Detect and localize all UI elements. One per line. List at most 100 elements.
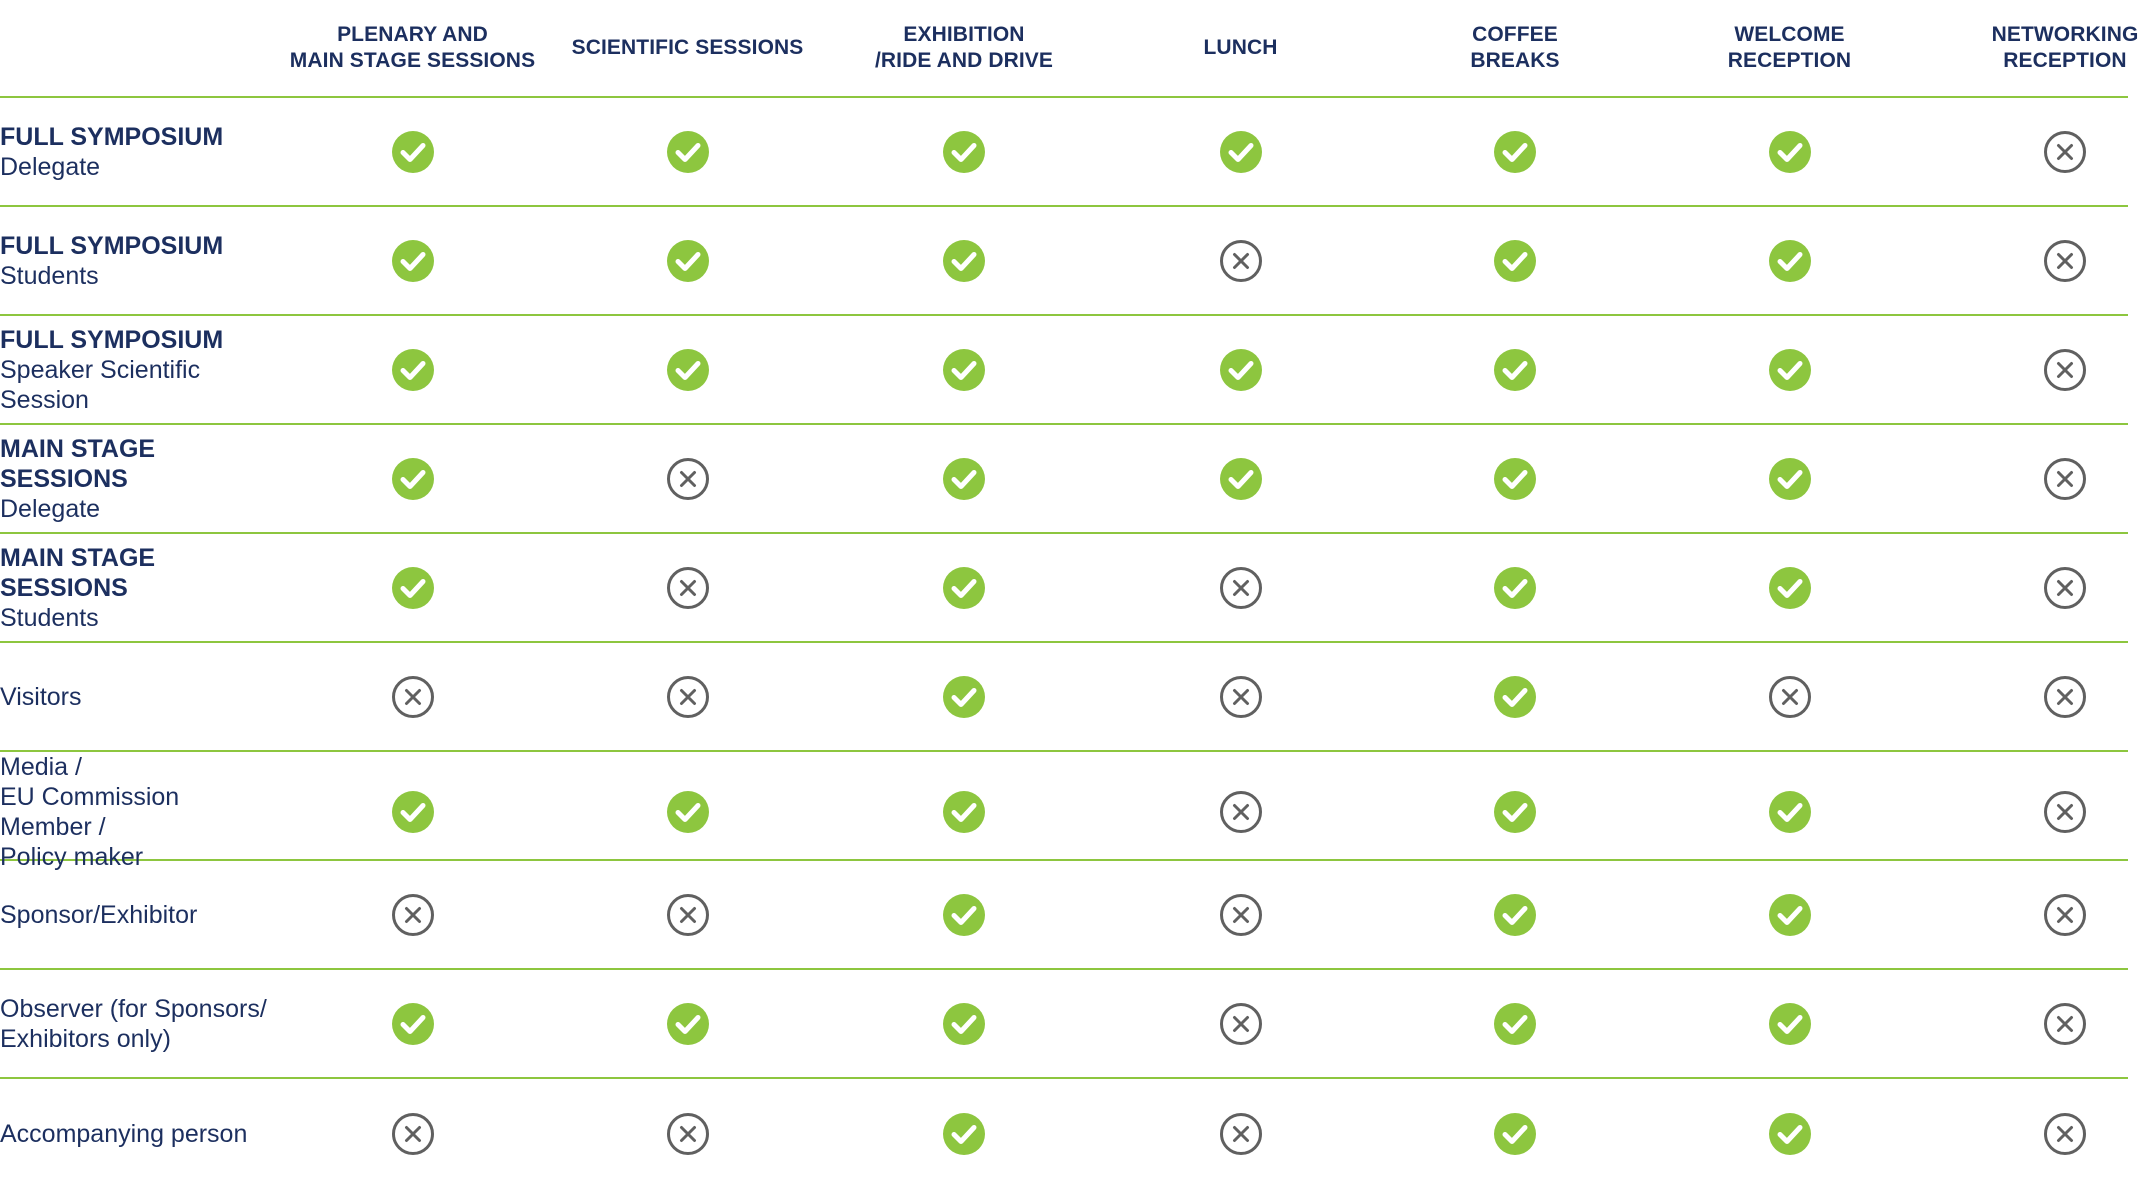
- check-circle-icon: [666, 130, 709, 173]
- check-circle-icon: [1494, 457, 1536, 500]
- x-circle-icon: [666, 1112, 709, 1155]
- access-excluded-cell: [1927, 1079, 2150, 1188]
- row-title: FULL SYMPOSIUM: [0, 231, 224, 260]
- row-subtitle: Accompanying person: [0, 1119, 248, 1148]
- header-row: PLENARY AND MAIN STAGE SESSIONS SCIENTIF…: [0, 0, 2138, 98]
- check-circle-icon: [1768, 239, 1811, 282]
- access-included-cell: [825, 425, 1103, 532]
- row-subtitle: Media / EU Commission Member / Policy ma…: [0, 753, 180, 871]
- access-included-cell: [550, 98, 825, 205]
- x-circle-icon: [391, 1112, 434, 1155]
- access-included-cell: [1378, 752, 1652, 872]
- access-included-cell: [825, 1079, 1103, 1188]
- access-excluded-cell: [1927, 207, 2150, 314]
- check-circle-icon: [1219, 348, 1262, 391]
- access-excluded-cell: [1927, 98, 2150, 205]
- access-included-cell: [1378, 425, 1652, 532]
- check-circle-icon: [1494, 893, 1536, 936]
- access-excluded-cell: [1103, 861, 1378, 968]
- access-excluded-cell: [1103, 643, 1378, 750]
- table-row: MAIN STAGE SESSIONS Delegate: [0, 425, 2128, 534]
- table-row: FULL SYMPOSIUM Delegate: [0, 98, 2128, 207]
- column-header: WELCOME RECEPTION: [1727, 23, 1852, 72]
- access-excluded-cell: [550, 534, 825, 641]
- access-included-cell: [1652, 752, 1927, 872]
- access-included-cell: [825, 861, 1103, 968]
- row-title: MAIN STAGE SESSIONS: [0, 434, 156, 493]
- access-excluded-cell: [1927, 316, 2150, 423]
- x-circle-icon: [391, 893, 434, 936]
- row-subtitle: Delegate: [0, 494, 101, 523]
- x-circle-icon: [2044, 675, 2086, 718]
- table-row: Sponsor/Exhibitor: [0, 861, 2128, 970]
- access-included-cell: [1652, 1079, 1927, 1188]
- access-excluded-cell: [1927, 861, 2150, 968]
- check-circle-icon: [1494, 348, 1536, 391]
- x-circle-icon: [1219, 1002, 1262, 1045]
- x-circle-icon: [1768, 675, 1811, 718]
- table-row: FULL SYMPOSIUM Speaker Scientific Session: [0, 316, 2128, 425]
- x-circle-icon: [1219, 1112, 1262, 1155]
- access-included-cell: [825, 970, 1103, 1077]
- x-circle-icon: [1219, 566, 1262, 609]
- access-included-cell: [825, 752, 1103, 872]
- access-included-cell: [275, 970, 550, 1077]
- access-included-cell: [1378, 1079, 1652, 1188]
- check-circle-icon: [1768, 566, 1811, 609]
- check-circle-icon: [1494, 566, 1536, 609]
- x-circle-icon: [1219, 675, 1262, 718]
- access-included-cell: [550, 970, 825, 1077]
- access-included-cell: [1378, 970, 1652, 1077]
- access-included-cell: [275, 207, 550, 314]
- table-row: Visitors: [0, 643, 2128, 752]
- access-included-cell: [1103, 98, 1378, 205]
- x-circle-icon: [666, 675, 709, 718]
- row-label: Observer (for Sponsors/ Exhibitors only): [0, 970, 275, 1077]
- row-label: FULL SYMPOSIUM Students: [0, 207, 275, 314]
- table-row: Media / EU Commission Member / Policy ma…: [0, 752, 2128, 871]
- check-circle-icon: [391, 1002, 434, 1045]
- check-circle-icon: [1768, 130, 1811, 173]
- check-circle-icon: [1219, 130, 1262, 173]
- check-circle-icon: [1494, 239, 1536, 282]
- access-excluded-cell: [1103, 1079, 1378, 1188]
- x-circle-icon: [2044, 893, 2086, 936]
- row-subtitle: Visitors: [0, 682, 82, 711]
- access-excluded-cell: [1103, 752, 1378, 872]
- row-label: Media / EU Commission Member / Policy ma…: [0, 752, 275, 872]
- row-title: FULL SYMPOSIUM: [0, 325, 224, 354]
- check-circle-icon: [391, 239, 434, 282]
- access-included-cell: [1652, 534, 1927, 641]
- access-included-cell: [550, 752, 825, 872]
- row-title: MAIN STAGE SESSIONS: [0, 543, 156, 602]
- table-row: FULL SYMPOSIUM Students: [0, 207, 2128, 316]
- access-excluded-cell: [550, 425, 825, 532]
- check-circle-icon: [943, 457, 985, 500]
- access-included-cell: [275, 425, 550, 532]
- row-subtitle: Speaker Scientific Session: [0, 355, 201, 414]
- x-circle-icon: [2044, 566, 2086, 609]
- x-circle-icon: [1219, 893, 1262, 936]
- x-circle-icon: [2044, 1112, 2086, 1155]
- access-excluded-cell: [1927, 643, 2150, 750]
- check-circle-icon: [1494, 1002, 1536, 1045]
- check-circle-icon: [1768, 348, 1811, 391]
- access-excluded-cell: [1652, 643, 1927, 750]
- row-label: MAIN STAGE SESSIONS Students: [0, 534, 275, 641]
- x-circle-icon: [666, 566, 709, 609]
- check-circle-icon: [943, 348, 985, 391]
- column-header: NETWORKING RECEPTION: [1991, 23, 2139, 72]
- row-subtitle: Sponsor/Exhibitor: [0, 900, 198, 929]
- row-subtitle: Observer (for Sponsors/ Exhibitors only): [0, 994, 267, 1053]
- check-circle-icon: [666, 1002, 709, 1045]
- check-circle-icon: [391, 791, 434, 833]
- access-excluded-cell: [275, 643, 550, 750]
- table-row: Accompanying person: [0, 1079, 2128, 1188]
- check-circle-icon: [1494, 130, 1536, 173]
- check-circle-icon: [1768, 791, 1811, 833]
- access-excluded-cell: [275, 861, 550, 968]
- access-included-cell: [1652, 861, 1927, 968]
- x-circle-icon: [2044, 1002, 2086, 1045]
- column-header: SCIENTIFIC SESSIONS: [571, 36, 804, 59]
- access-excluded-cell: [1927, 970, 2150, 1077]
